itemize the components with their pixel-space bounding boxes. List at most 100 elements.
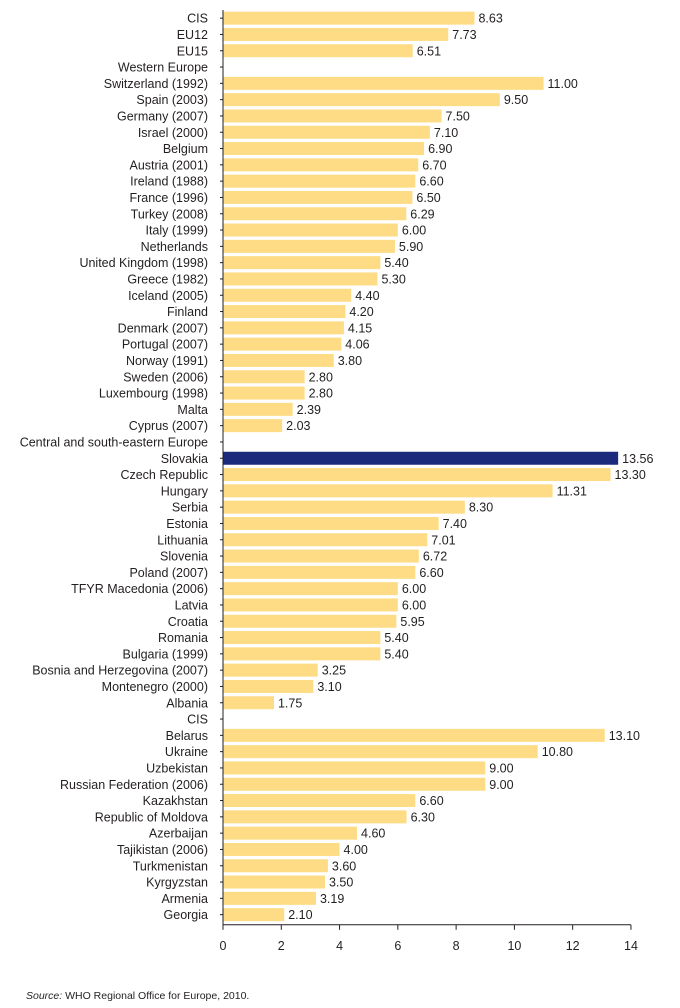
x-tick-label: 12 xyxy=(566,939,580,953)
bar xyxy=(223,631,381,645)
category-label: Luxembourg (1998) xyxy=(99,387,208,401)
category-labels: CIS EU12 EU15 Western Europe Switzerland (19… xyxy=(20,12,209,923)
data-label: 1.75 xyxy=(278,696,302,710)
data-label: 5.30 xyxy=(381,272,405,286)
data-label: 6.50 xyxy=(416,191,440,205)
source-label: Source: xyxy=(26,990,63,1002)
category-label: Greece (1982) xyxy=(127,272,208,286)
bar xyxy=(223,190,413,204)
data-label: 6.60 xyxy=(419,175,443,189)
bar xyxy=(223,663,318,677)
category-label: Slovenia xyxy=(160,550,208,564)
x-tick-label: 8 xyxy=(453,939,460,953)
bar xyxy=(223,728,605,742)
category-label: Austria (2001) xyxy=(129,158,208,172)
bar xyxy=(223,908,285,922)
data-label: 6.00 xyxy=(402,598,426,612)
data-label: 9.00 xyxy=(489,761,513,775)
category-label: Italy (1999) xyxy=(145,224,208,238)
category-label: Croatia xyxy=(168,615,208,629)
data-label: 5.40 xyxy=(384,631,408,645)
data-label: 9.00 xyxy=(489,778,513,792)
bar xyxy=(223,272,378,286)
bars-layer xyxy=(223,11,619,922)
category-label: Cyprus (2007) xyxy=(129,419,208,433)
data-label: 2.03 xyxy=(286,419,310,433)
data-label: 6.60 xyxy=(419,794,443,808)
category-label: Republic of Moldova xyxy=(95,810,208,824)
bar xyxy=(223,826,358,840)
bar xyxy=(223,533,428,547)
bar xyxy=(223,565,416,579)
bar xyxy=(223,76,544,90)
category-label: Poland (2007) xyxy=(129,566,208,580)
bar xyxy=(223,256,381,270)
data-label: 7.50 xyxy=(446,109,470,123)
bar xyxy=(223,451,619,465)
bar xyxy=(223,761,486,775)
data-label: 2.80 xyxy=(309,370,333,384)
bar xyxy=(223,500,465,514)
category-label: Belarus xyxy=(166,729,208,743)
data-label: 6.30 xyxy=(411,810,435,824)
bar xyxy=(223,777,486,791)
category-label: Sweden (2006) xyxy=(123,370,208,384)
data-label: 7.01 xyxy=(431,533,455,547)
data-label: 6.29 xyxy=(410,207,434,221)
category-label: Latvia xyxy=(175,598,208,612)
data-label: 3.60 xyxy=(332,859,356,873)
category-label: Estonia xyxy=(166,517,208,531)
data-label: 8.30 xyxy=(469,501,493,515)
bar xyxy=(223,223,398,237)
bar xyxy=(223,93,500,107)
bar xyxy=(223,875,325,889)
x-tick-label: 2 xyxy=(278,939,285,953)
data-label: 6.60 xyxy=(419,566,443,580)
bar xyxy=(223,679,314,693)
category-label: United Kingdom (1998) xyxy=(79,256,208,270)
bar xyxy=(223,891,316,905)
bar xyxy=(223,27,449,41)
data-label: 7.10 xyxy=(434,126,458,140)
category-label: Western Europe xyxy=(118,61,208,75)
data-label: 6.90 xyxy=(428,142,452,156)
category-label: Bosnia and Herzegovina (2007) xyxy=(32,664,208,678)
category-label: Romania xyxy=(158,631,208,645)
bar xyxy=(223,158,419,172)
category-label: CIS xyxy=(187,12,208,26)
source-text: WHO Regional Office for Europe, 2010. xyxy=(65,990,250,1002)
category-label: Iceland (2005) xyxy=(128,289,208,303)
data-label: 4.60 xyxy=(361,827,385,841)
data-label: 10.80 xyxy=(542,745,573,759)
bar xyxy=(223,745,538,759)
data-label: 4.00 xyxy=(344,843,368,857)
category-label: Netherlands xyxy=(141,240,208,254)
bar xyxy=(223,288,352,302)
data-label: 6.72 xyxy=(423,550,447,564)
category-label: Bulgaria (1999) xyxy=(123,647,208,661)
data-label: 4.20 xyxy=(349,305,373,319)
bar xyxy=(223,859,328,873)
category-label: Denmark (2007) xyxy=(118,321,208,335)
data-label: 13.30 xyxy=(615,468,646,482)
bar xyxy=(223,549,419,563)
x-tick-label: 4 xyxy=(336,939,343,953)
bar xyxy=(223,647,381,661)
x-tick-label: 14 xyxy=(624,939,638,953)
data-label: 5.90 xyxy=(399,240,423,254)
x-axis: 0 2 4 6 8 10 12 14 xyxy=(220,10,638,953)
data-label: 6.00 xyxy=(402,582,426,596)
data-label: 11.31 xyxy=(557,484,587,498)
bar xyxy=(223,419,283,433)
category-label: Albania xyxy=(166,696,208,710)
category-label: Serbia xyxy=(172,501,208,515)
x-tick-label: 10 xyxy=(507,939,521,953)
data-label: 2.39 xyxy=(297,403,321,417)
category-label: Hungary xyxy=(161,484,209,498)
category-label: CIS xyxy=(187,713,208,727)
data-label: 4.06 xyxy=(345,338,369,352)
category-label: Belgium xyxy=(163,142,208,156)
bar xyxy=(223,614,397,628)
data-label: 9.50 xyxy=(504,93,528,107)
category-label: France (1996) xyxy=(129,191,208,205)
